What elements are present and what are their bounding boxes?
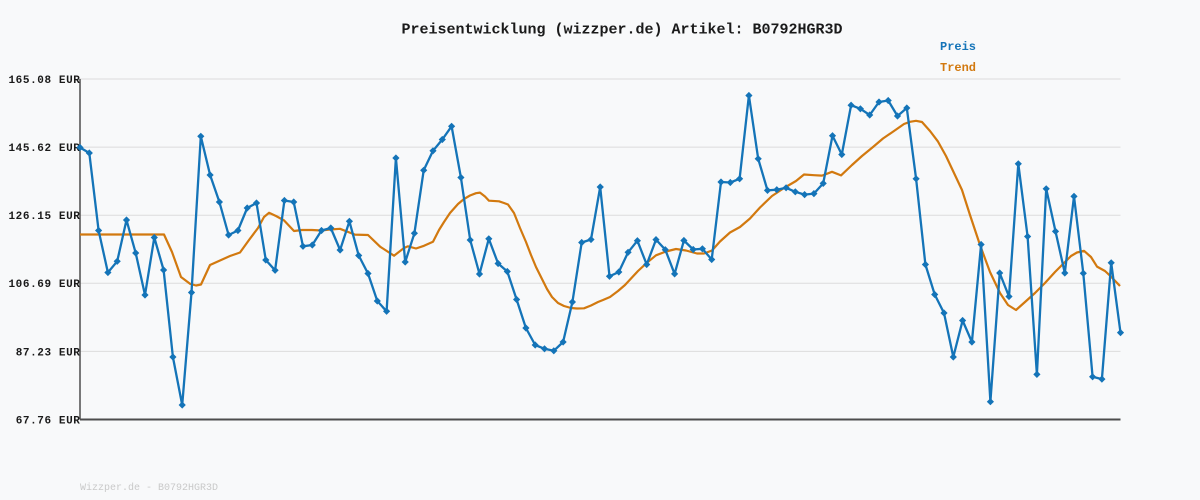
svg-text:165.08 EUR: 165.08 EUR <box>8 75 80 87</box>
svg-text:Preisentwicklung (wizzper.de): Preisentwicklung (wizzper.de) Artikel: B… <box>401 21 842 38</box>
svg-text:Preis: Preis <box>940 40 976 54</box>
svg-text:87.23 EUR: 87.23 EUR <box>16 347 81 359</box>
svg-text:106.69 EUR: 106.69 EUR <box>8 279 80 291</box>
svg-text:126.15 EUR: 126.15 EUR <box>8 211 80 223</box>
svg-text:67.76 EUR: 67.76 EUR <box>16 415 81 427</box>
svg-text:Trend: Trend <box>940 61 976 75</box>
svg-text:145.62 EUR: 145.62 EUR <box>8 143 80 155</box>
svg-text:Wizzper.de - B0792HGR3D: Wizzper.de - B0792HGR3D <box>80 482 218 494</box>
